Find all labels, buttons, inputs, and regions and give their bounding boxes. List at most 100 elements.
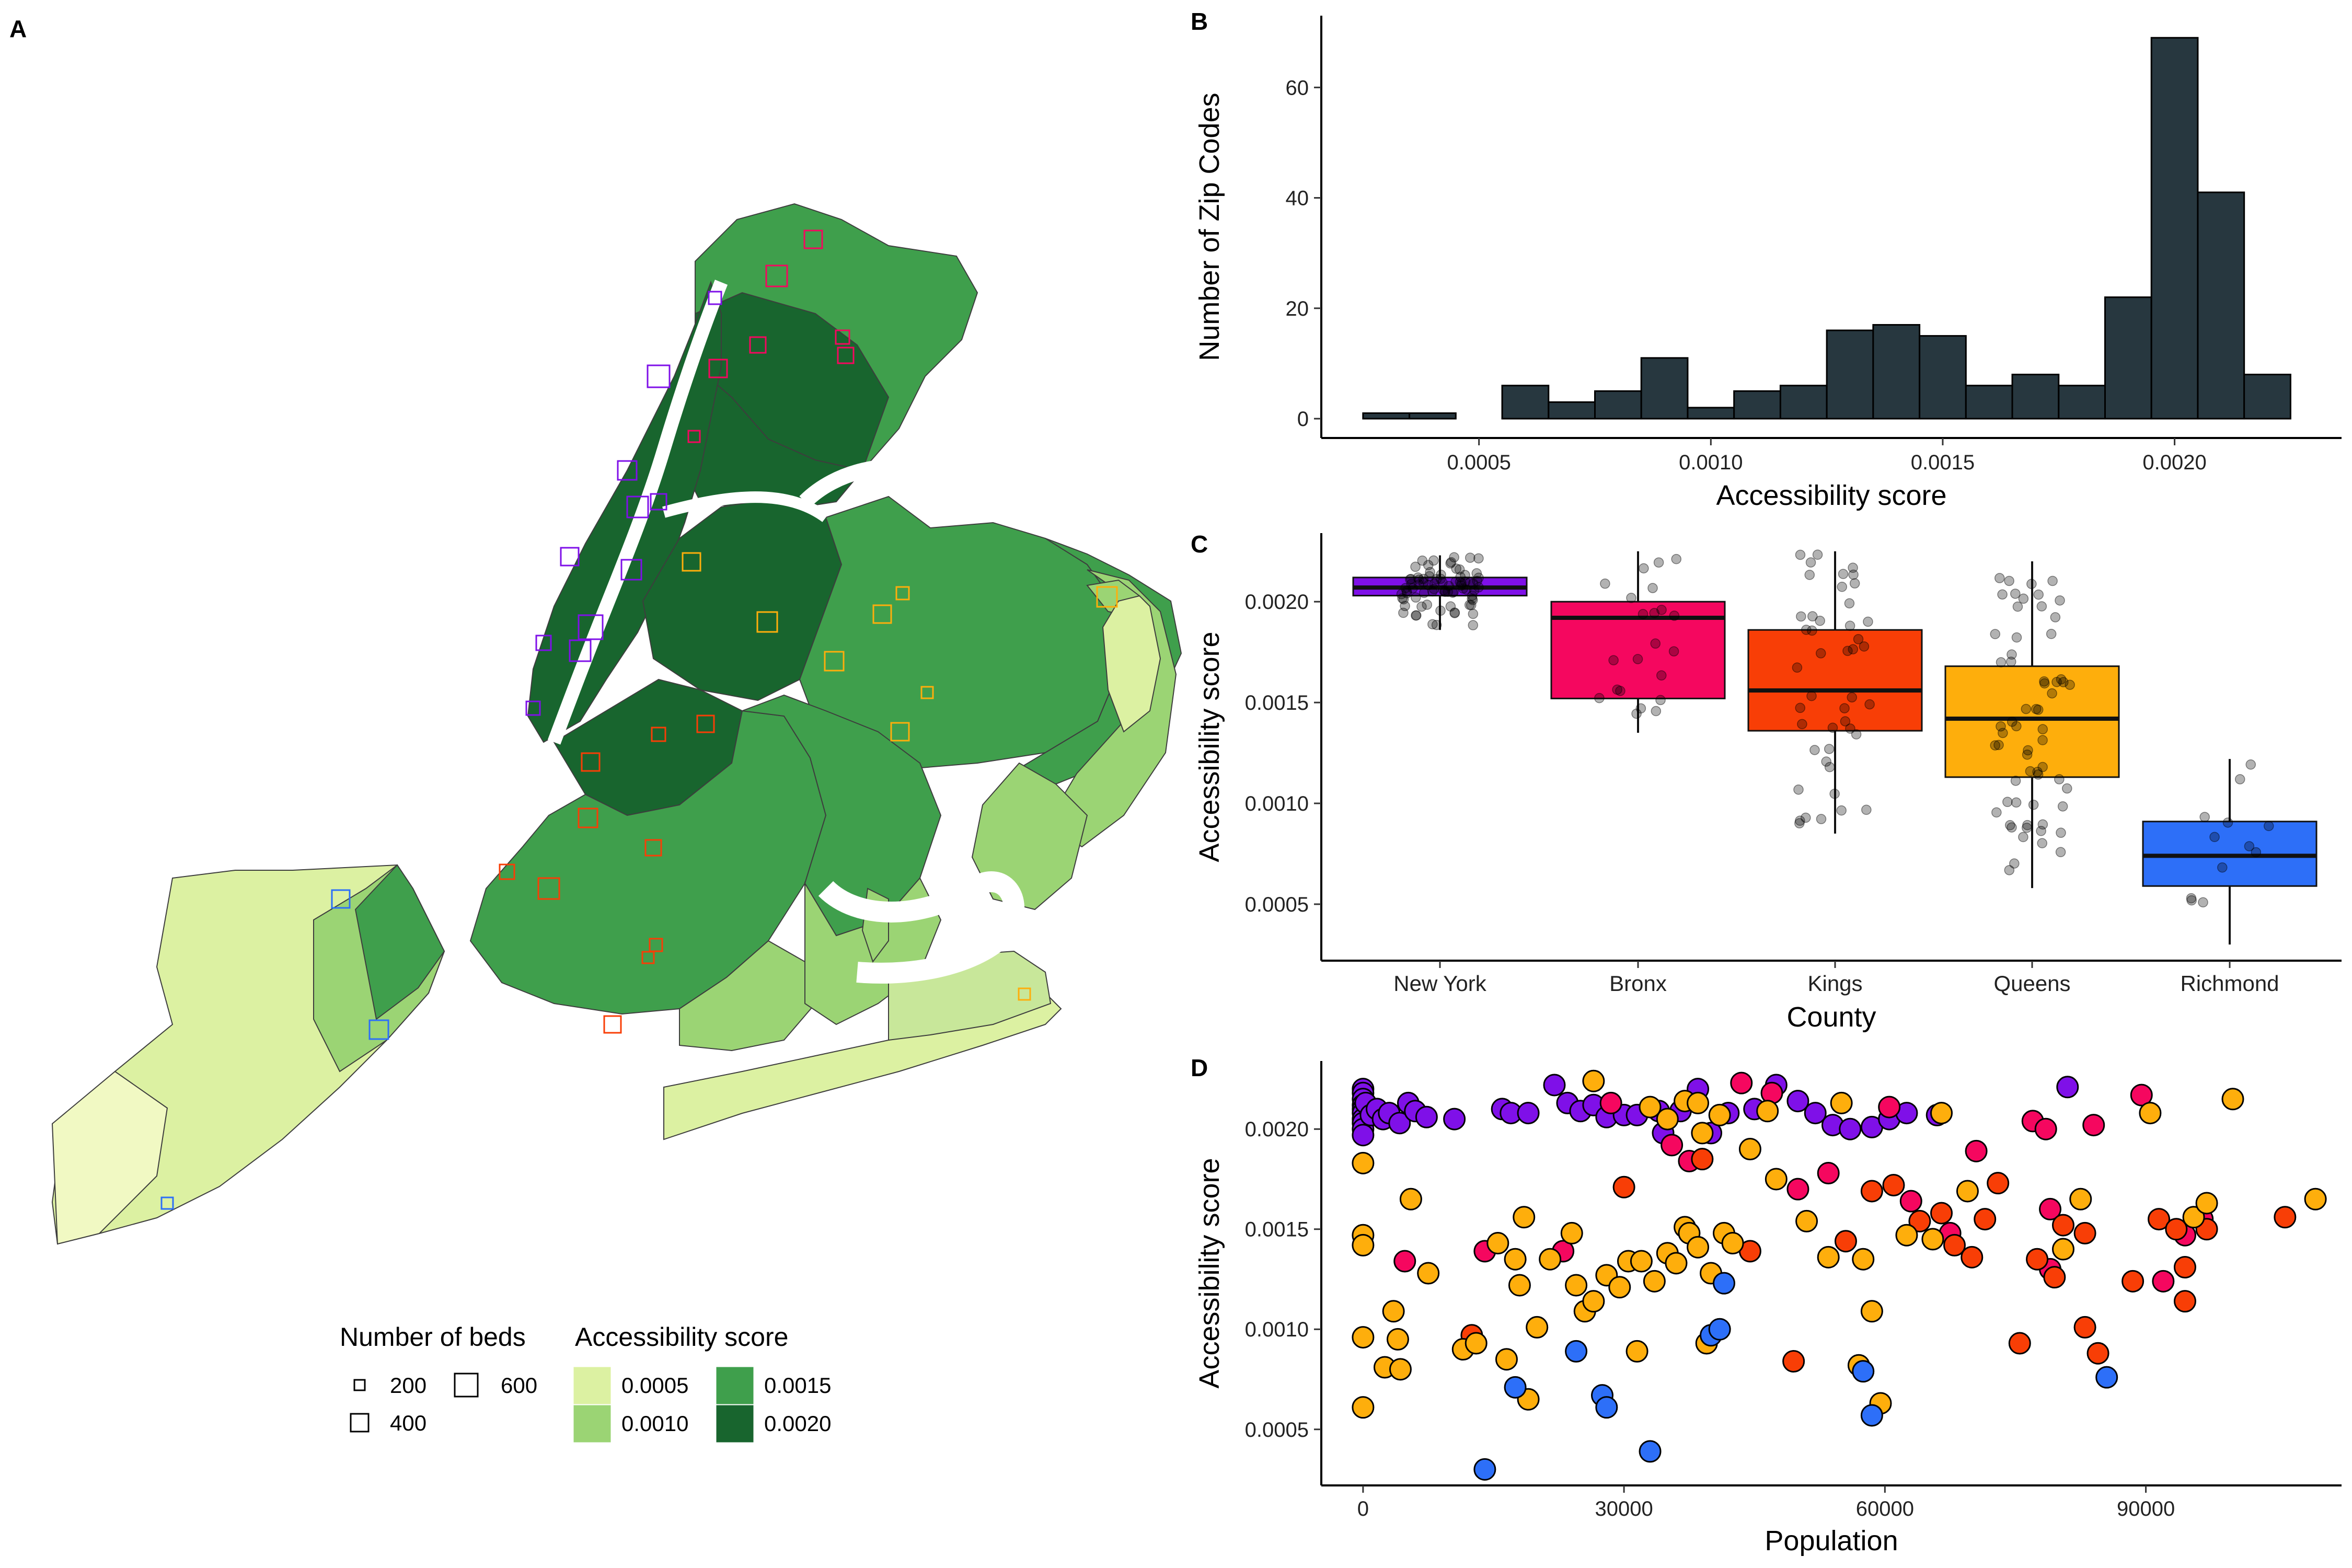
jitter-point (1805, 557, 1816, 568)
jitter-point (2010, 776, 2021, 786)
scatter-point (1974, 1208, 1997, 1231)
jitter-point (1600, 578, 1610, 589)
jitter-point (2057, 801, 2068, 812)
jitter-point (1635, 703, 1646, 714)
x-axis-title: County (1786, 1001, 1876, 1033)
scatter-point (1352, 1151, 1375, 1174)
scatter-point (1665, 1252, 1688, 1275)
hospital-marker (1018, 987, 1031, 1001)
hospital-marker (620, 559, 642, 581)
scatter-point (1513, 1206, 1536, 1229)
jitter-point (2023, 745, 2033, 756)
hospital-marker (641, 951, 655, 964)
jitter-point (1449, 608, 1460, 618)
jitter-point (1671, 554, 1681, 564)
y-tick-label: 0.0015 (1245, 1218, 1309, 1241)
jitter-point (2033, 769, 2044, 780)
jitter-point (2039, 676, 2049, 687)
jitter-point (1427, 619, 1438, 630)
hospital-marker (651, 727, 666, 742)
jitter-point (1405, 574, 1415, 585)
jitter-point (1411, 592, 1421, 603)
jitter-point (1418, 577, 1429, 588)
scatter-point (1560, 1221, 1583, 1244)
jitter-point (1405, 573, 1416, 584)
jitter-point (1863, 616, 1873, 627)
jitter-point (1410, 561, 1421, 572)
jitter-point (1417, 555, 1428, 566)
jitter-point (2007, 822, 2017, 833)
jitter-point (1827, 722, 1838, 733)
panel-label-b: B (1191, 8, 1208, 35)
jitter-point (2055, 595, 2065, 606)
jitter-point (2036, 601, 2047, 612)
jitter-point (2222, 817, 2233, 828)
jitter-point (1443, 586, 1454, 597)
jitter-point (2022, 820, 2033, 831)
scatter-point (2130, 1083, 2153, 1106)
hospital-marker (837, 347, 855, 364)
scatter-point (1389, 1358, 1412, 1381)
jitter-point (2032, 767, 2043, 777)
scatter-point (2173, 1256, 2196, 1279)
jitter-point (1848, 569, 1859, 580)
jitter-point (1437, 577, 1448, 588)
scatter-point (1612, 1175, 1635, 1198)
jitter-point (1815, 616, 1825, 626)
scatter-point (1526, 1316, 1549, 1339)
hospital-marker (535, 635, 552, 651)
scatter-point (1738, 1138, 1761, 1161)
hospital-marker (895, 586, 910, 601)
jitter-point (1851, 729, 1862, 740)
jitter-point (2199, 812, 2210, 822)
scatter-point (1543, 1074, 1566, 1097)
scatter-point (1691, 1122, 1714, 1145)
beds-legend-label: 200 (390, 1373, 426, 1398)
jitter-point (1445, 558, 1456, 569)
jitter-point (1845, 723, 1855, 734)
histogram-bar (1965, 385, 2013, 420)
x-tick-label: Bronx (1609, 971, 1667, 996)
jitter-point (1425, 567, 1435, 578)
jitter-point (1649, 608, 1660, 618)
y-axis-title: Accessibility score (1194, 1158, 1225, 1388)
jitter-point (1468, 608, 1479, 619)
beds-legend-title: Number of beds (340, 1322, 526, 1352)
scatter-point (1565, 1340, 1588, 1363)
scatter-point (1895, 1224, 1918, 1247)
scatter-point (1473, 1458, 1496, 1481)
hospital-marker (560, 547, 580, 567)
beds-legend-square (454, 1373, 479, 1398)
x-tick-label: 0 (1357, 1497, 1369, 1520)
jitter-point (2018, 593, 2029, 604)
histogram-bar (1919, 335, 1967, 420)
scatter-point (1687, 1236, 1710, 1259)
jitter-point (1638, 609, 1648, 619)
x-tick-label: 90000 (2117, 1497, 2175, 1520)
jitter-point (1446, 557, 1457, 568)
x-tick-label: Richmond (2180, 971, 2279, 996)
jitter-point (1864, 699, 1875, 710)
hospital-markers (160, 229, 1118, 1210)
scatter-point (1639, 1096, 1662, 1119)
score-legend-title: Accessibility score (575, 1322, 788, 1352)
jitter-point (1998, 728, 2008, 739)
jitter-point (1793, 785, 1804, 795)
scatter-point (1443, 1108, 1466, 1131)
scatter-point (2148, 1208, 2171, 1231)
scatter-point (1817, 1246, 1840, 1269)
jitter-point (2050, 612, 2061, 622)
score-legend-swatch (716, 1404, 754, 1443)
jitter-point (1431, 619, 1442, 630)
jitter-point (1991, 807, 2002, 818)
jitter-point (1848, 644, 1858, 654)
jitter-point (2037, 735, 2048, 745)
jitter-point (2234, 774, 2245, 785)
jitter-point (1853, 634, 1864, 644)
jitter-point (1431, 574, 1442, 584)
scatter-point (2026, 1248, 2049, 1271)
beds-legend-square (353, 1379, 366, 1391)
jitter-point (1842, 645, 1853, 656)
scatter-point (1486, 1232, 1509, 1255)
